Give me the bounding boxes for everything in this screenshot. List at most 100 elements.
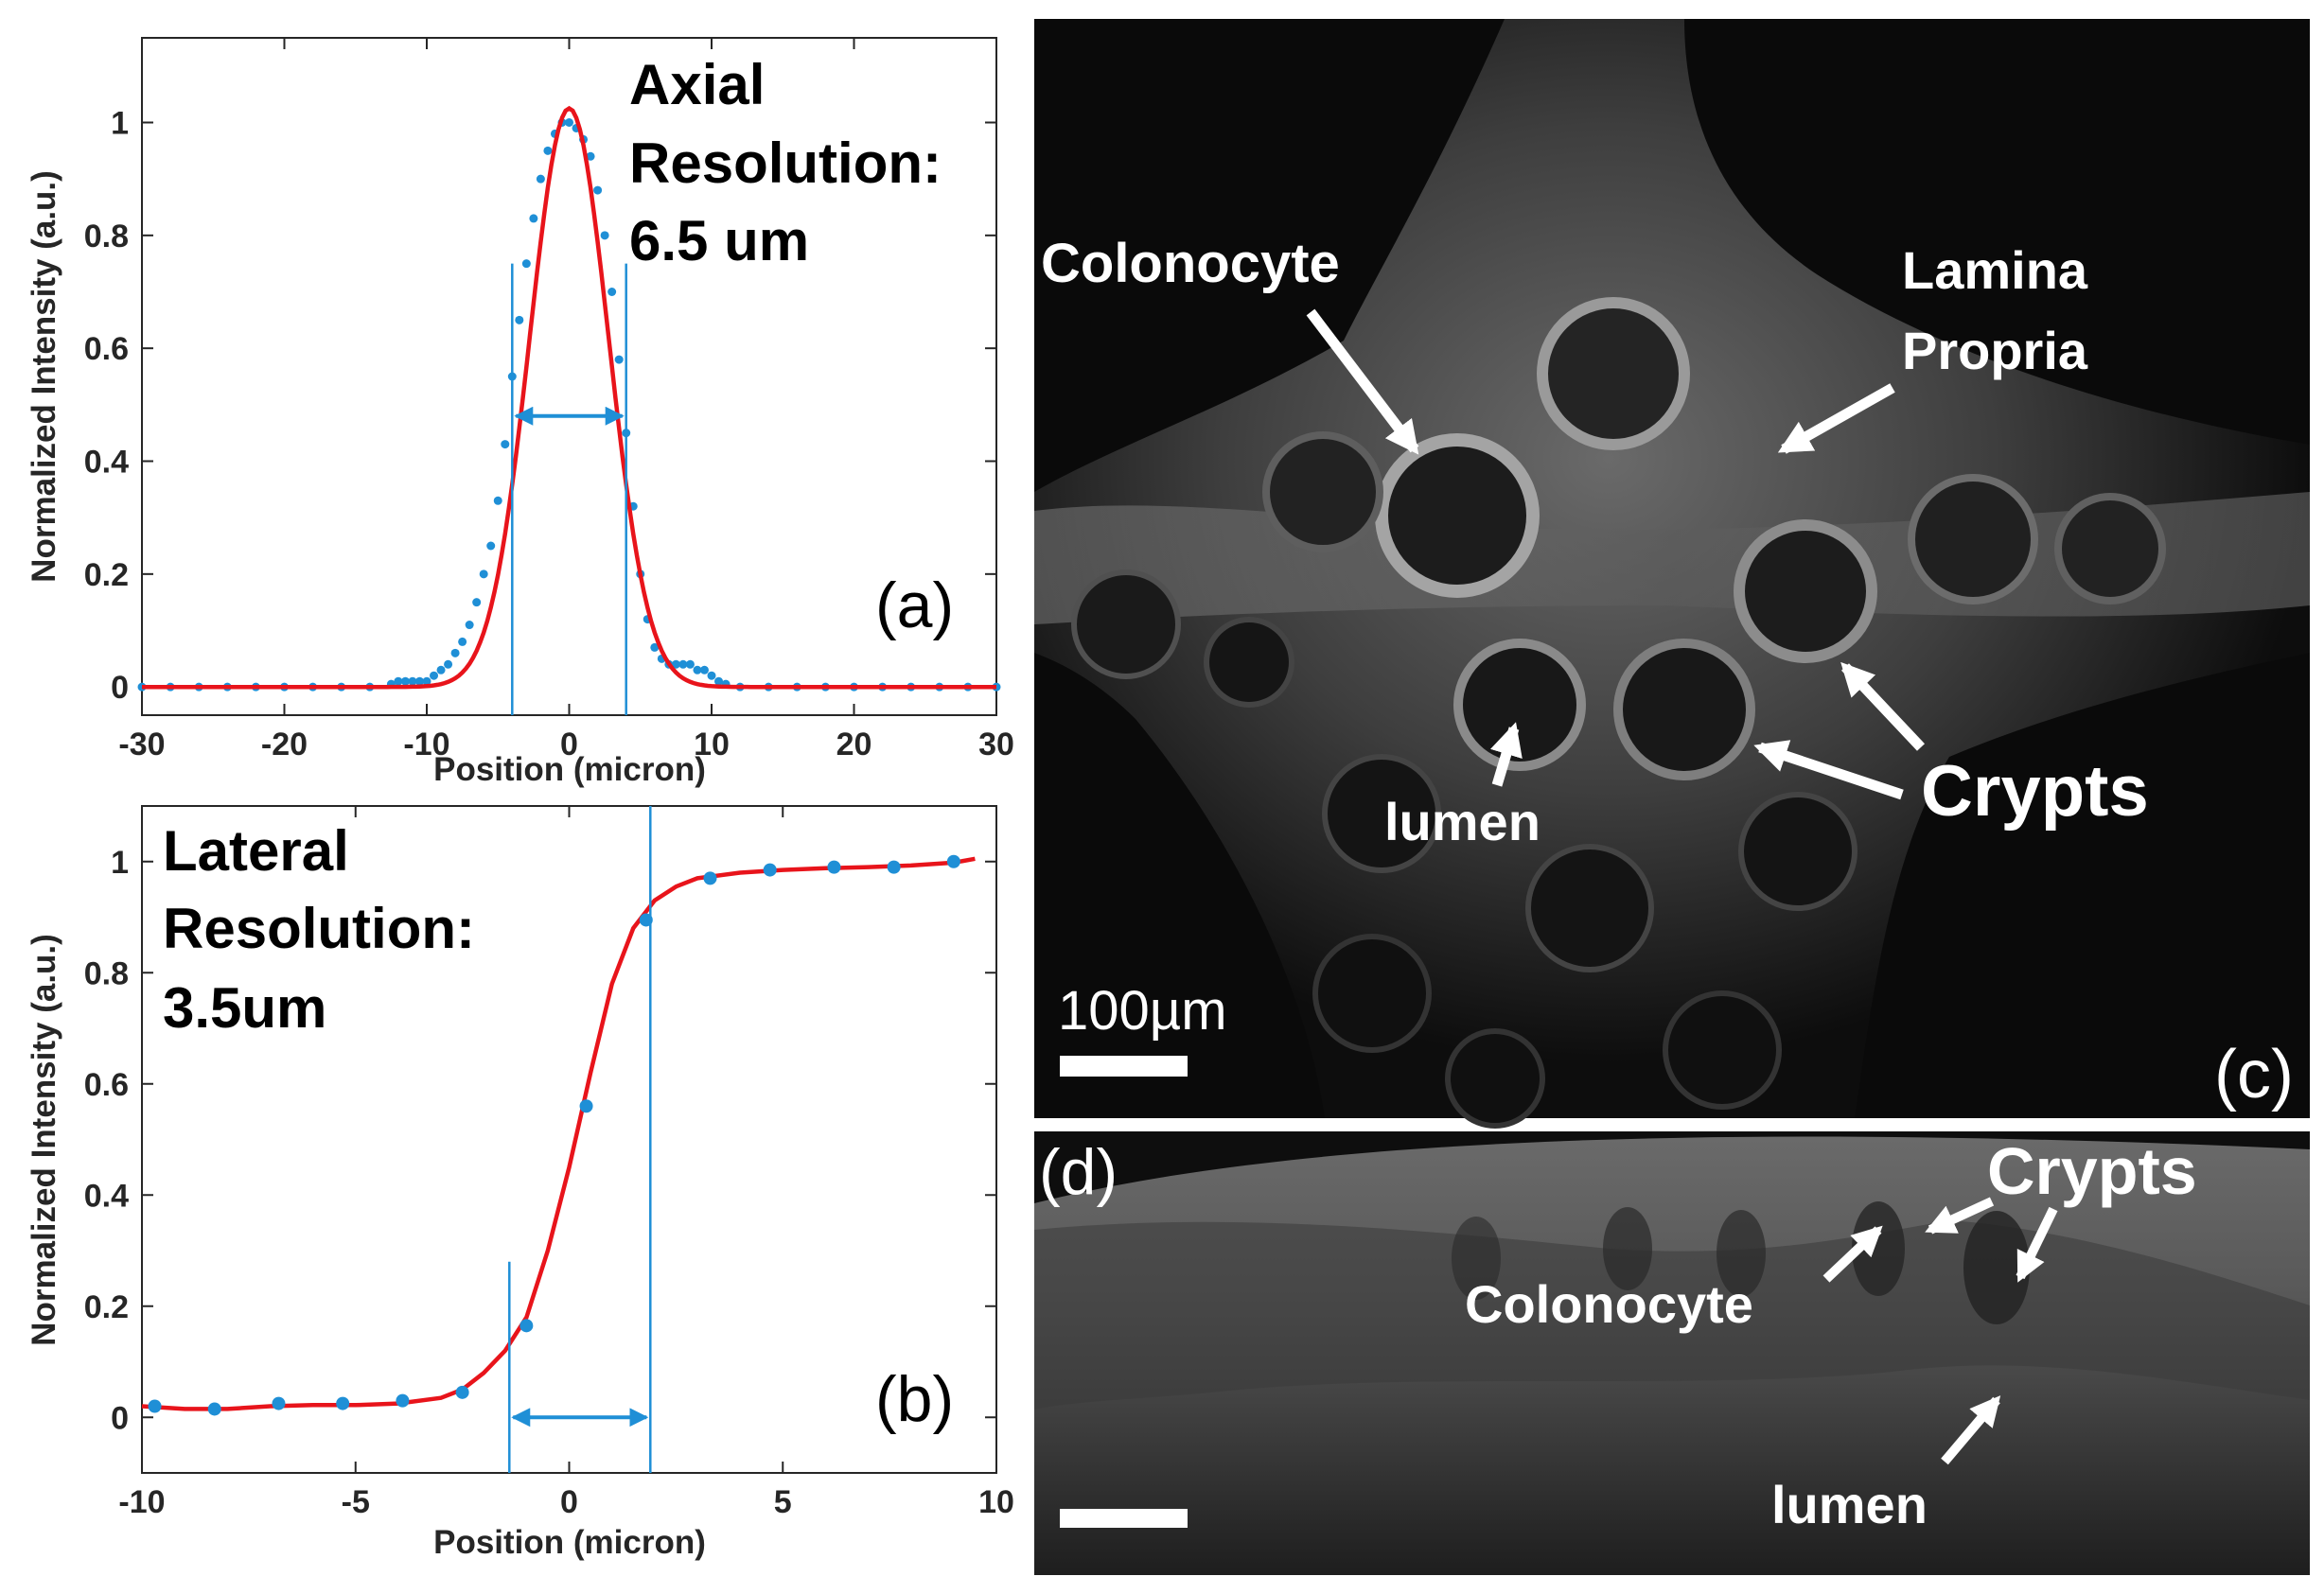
data-point <box>336 1396 350 1410</box>
arrow-crypts-c-2 <box>1753 740 1904 800</box>
data-point <box>593 185 603 195</box>
y-axis-label-b: Normalized Intensity (a.u.) <box>26 934 62 1346</box>
data-point <box>600 231 609 240</box>
x-tick-label: 10 <box>978 1484 1014 1520</box>
data-point <box>515 315 524 324</box>
panel-label-b: (b) <box>875 1363 954 1435</box>
data-point <box>422 676 431 686</box>
x-tick-label: -10 <box>403 727 449 762</box>
y-tick-label: 0.8 <box>84 219 129 254</box>
data-point <box>685 659 695 669</box>
data-point <box>394 676 403 686</box>
annotation-a-line1: Axial <box>629 53 765 116</box>
data-point <box>472 598 482 607</box>
label-crypts-c: Crypts <box>1921 751 2149 832</box>
label-colonocyte-c: Colonocyte <box>1041 233 1340 294</box>
annotation-a-line3: 6.5 um <box>629 209 809 272</box>
data-point <box>207 1402 221 1416</box>
x-tick-label: -10 <box>118 1484 165 1520</box>
label-lumen-d: lumen <box>1771 1475 1928 1534</box>
x-ticks-b: -10 -5 0 5 10 <box>118 806 1014 1520</box>
x-ticks-a: -30 -20 -10 0 10 20 30 <box>118 38 1014 762</box>
label-crypts-d: Crypts <box>1987 1134 2197 1208</box>
scale-bar-label-c: 100µm <box>1058 980 1227 1042</box>
panel-label-c: (c) <box>2214 1037 2294 1112</box>
arrow-crypts-c-1 <box>1840 661 1926 751</box>
data-marks-a <box>137 105 1001 715</box>
crypt <box>1734 519 1877 663</box>
data-point <box>607 288 617 296</box>
panel-label-d: (d) <box>1039 1136 1118 1208</box>
y-tick-label: 0.6 <box>84 331 129 367</box>
label-colonocyte-d: Colonocyte <box>1465 1274 1753 1334</box>
arrow-lumen-c <box>1490 722 1523 787</box>
x-tick-label: -30 <box>118 727 165 762</box>
y-tick-label: 0.4 <box>84 1178 129 1214</box>
data-point <box>579 1099 593 1113</box>
data-point <box>671 659 680 669</box>
label-lumen-c: lumen <box>1384 792 1541 851</box>
data-point <box>529 214 538 223</box>
plot-frame-b <box>141 805 997 1474</box>
data-marks-b <box>141 806 976 1473</box>
plot-frame-a <box>141 37 997 716</box>
data-point <box>444 659 453 669</box>
data-point <box>414 676 424 686</box>
y-tick-label: 0.6 <box>84 1067 129 1103</box>
y-axis-label-a: Normalized Intensity (a.u.) <box>26 170 62 583</box>
crypts-c <box>1071 297 2166 1129</box>
y-ticks-a: 0 0.2 0.4 0.6 0.8 1 <box>84 106 996 706</box>
x-tick-label: -20 <box>261 727 308 762</box>
label-lamina-line2-c: Propria <box>1902 321 2088 380</box>
y-tick-label: 0.4 <box>84 445 129 481</box>
fit-curve <box>141 856 976 1411</box>
data-point <box>946 854 960 868</box>
panel-c: 100µm Colonocyte Lamina Propria lumen Cr… <box>1034 19 2310 1129</box>
data-point <box>703 871 717 885</box>
x-tick-label: 5 <box>774 1484 792 1520</box>
crypt <box>1312 934 1432 1053</box>
arrow-lamina-c <box>1777 383 1895 454</box>
data-point <box>521 259 531 269</box>
data-point <box>493 496 502 505</box>
data-point <box>693 665 702 674</box>
data-point <box>430 671 439 680</box>
y-ticks-b: 0 0.2 0.4 0.6 0.8 1 <box>84 845 996 1436</box>
data-point <box>827 860 841 874</box>
panel-b: 0 0.2 0.4 0.6 0.8 1 -10 -5 0 5 10 Position (micro… <box>26 805 1014 1561</box>
label-lamina-line1-c: Lamina <box>1902 240 2088 300</box>
x-tick-label: 10 <box>694 727 730 762</box>
data-point <box>400 676 410 686</box>
data-point <box>479 569 488 579</box>
fit-curve <box>142 105 996 690</box>
y-tick-label: 1 <box>111 845 129 881</box>
y-tick-label: 0.2 <box>84 1289 129 1325</box>
panel-label-a: (a) <box>875 569 954 641</box>
x-tick-label: 20 <box>836 727 872 762</box>
x-tick-label: 0 <box>560 1484 578 1520</box>
crypt <box>1537 297 1690 450</box>
data-point <box>614 355 624 364</box>
data-point <box>650 642 660 652</box>
crypt <box>1717 1210 1766 1297</box>
x-tick-label: 30 <box>978 727 1014 762</box>
data-point <box>536 174 545 184</box>
annotation-b-line1: Lateral <box>163 819 349 883</box>
data-point <box>408 676 417 686</box>
x-axis-label-b: Position (micron) <box>433 1524 706 1561</box>
crypt <box>1453 639 1586 771</box>
panel-d: (d) Crypts Colonocyte lumen <box>1034 1131 2310 1575</box>
data-point <box>486 541 496 551</box>
crypt <box>1322 754 1441 873</box>
data-point <box>450 648 460 657</box>
data-point <box>543 146 553 155</box>
data-point <box>455 1385 469 1399</box>
data-point <box>465 621 474 630</box>
y-tick-label: 1 <box>111 106 129 142</box>
y-tick-label: 0.2 <box>84 557 129 593</box>
data-point <box>714 676 724 686</box>
crypt <box>1452 1217 1501 1300</box>
crypt <box>1071 569 1181 679</box>
arrow-crypts-d-1 <box>1925 1197 1995 1235</box>
data-point <box>678 659 688 669</box>
